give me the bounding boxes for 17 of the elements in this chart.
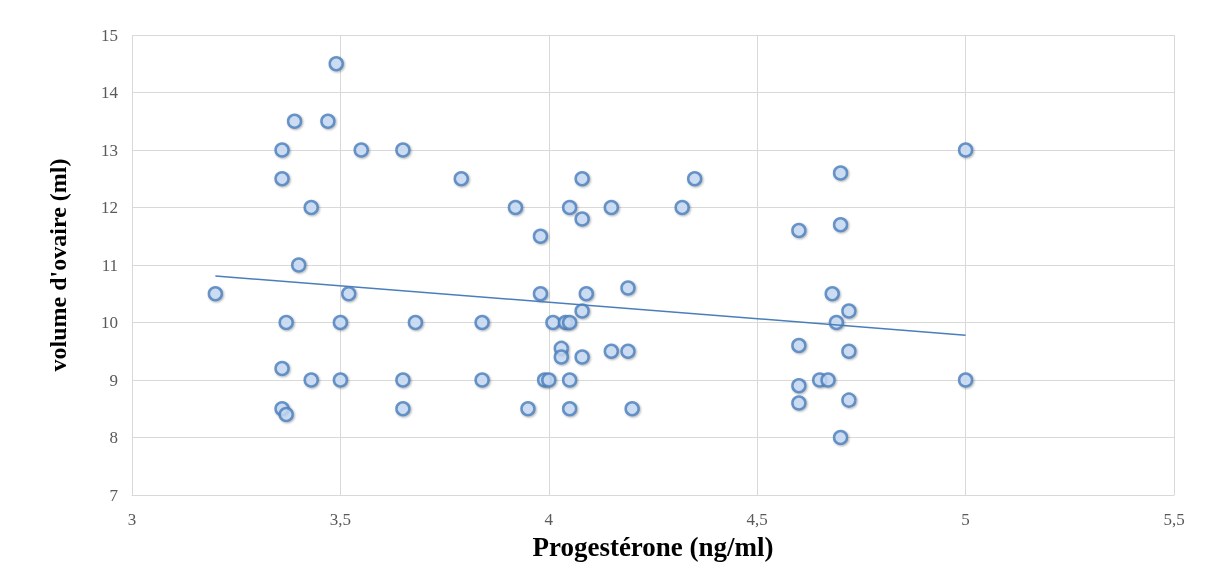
y-tick-label: 13 bbox=[101, 140, 118, 160]
y-tick-label: 9 bbox=[109, 370, 118, 390]
y-tick-label: 12 bbox=[101, 198, 118, 217]
y-tick-label: 11 bbox=[101, 255, 118, 275]
x-tick-label: 4 bbox=[544, 510, 554, 529]
x-tick-label: 3 bbox=[127, 510, 137, 529]
y-tick-label: 10 bbox=[101, 313, 118, 332]
y-tick-label: 7 bbox=[109, 485, 119, 505]
x-tick-label: 5 bbox=[961, 510, 970, 529]
x-tick-label: 3,5 bbox=[329, 510, 352, 529]
x-tick-label: 4,5 bbox=[746, 510, 768, 529]
x-axis-title: Progestérone (ng/ml) bbox=[532, 531, 774, 562]
x-tick-label: 5,5 bbox=[1163, 510, 1185, 529]
y-axis-title: volume d'ovaire (ml) bbox=[45, 158, 71, 372]
y-tick-label: 15 bbox=[101, 25, 118, 45]
y-tick-label: 14 bbox=[101, 83, 119, 102]
y-tick-label: 8 bbox=[109, 428, 118, 447]
